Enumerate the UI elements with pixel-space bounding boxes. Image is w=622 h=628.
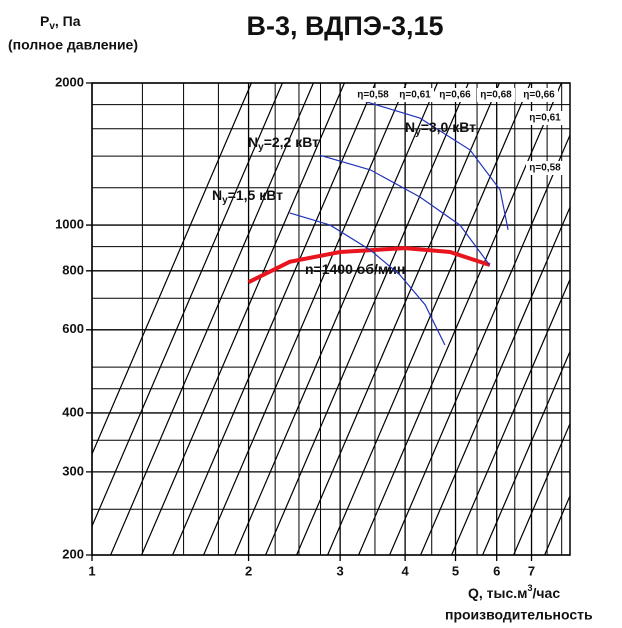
efficiency-line bbox=[381, 63, 601, 575]
x-tick-label: 2 bbox=[245, 563, 252, 578]
efficiency-line bbox=[40, 63, 260, 575]
efficiency-label: η=0,66 bbox=[439, 90, 471, 101]
x-axis-note: производительность bbox=[445, 607, 593, 623]
curve-label: Nу=1,5 кВт bbox=[212, 187, 283, 206]
efficiency-lines bbox=[40, 63, 622, 575]
y-tick-label: 600 bbox=[62, 321, 84, 336]
curve-label: Nу=3,0 кВт bbox=[405, 119, 476, 138]
label-part: =1,5 кВт bbox=[228, 187, 283, 203]
efficiency-line bbox=[226, 63, 446, 575]
label-part: N bbox=[212, 187, 222, 203]
x-axis-label: Q, тыс.м3/час bbox=[468, 583, 560, 600]
curve bbox=[290, 213, 445, 345]
y-tick-label: 800 bbox=[62, 262, 84, 277]
x-tick-label: 6 bbox=[493, 563, 500, 578]
efficiency-label: η=0,61 bbox=[529, 113, 561, 124]
label-part: =3,0 кВт bbox=[421, 119, 476, 135]
label-part: N bbox=[405, 119, 415, 135]
efficiency-label: η=0,58 bbox=[529, 163, 561, 174]
curve-label: n=1400 об/мин bbox=[305, 261, 405, 277]
label-part: N bbox=[248, 134, 258, 150]
chart-title: В-3, ВДПЭ-3,15 bbox=[246, 11, 443, 41]
efficiency-line bbox=[288, 63, 508, 575]
label-part: =2,2 кВт bbox=[264, 134, 319, 150]
y-axis-note: (полное давление) bbox=[8, 37, 138, 53]
label-part: n=1400 об/мин bbox=[305, 261, 405, 277]
efficiency-label: η=0,66 bbox=[523, 90, 555, 101]
y-tick-label: 400 bbox=[62, 404, 84, 419]
chart: В-3, ВДПЭ-3,15 Pv, Па (полное давление) … bbox=[0, 0, 622, 623]
efficiency-line bbox=[443, 63, 622, 575]
curve-label: Nу=2,2 кВт bbox=[248, 134, 319, 153]
efficiency-line bbox=[350, 63, 570, 575]
y-tick-label: 300 bbox=[62, 463, 84, 478]
plot-frame bbox=[92, 83, 570, 555]
x-tick-label: 3 bbox=[337, 563, 344, 578]
y-tick-label: 2000 bbox=[55, 74, 84, 89]
efficiency-label: η=0,68 bbox=[480, 90, 512, 101]
efficiency-label: η=0,58 bbox=[357, 90, 389, 101]
efficiency-line bbox=[319, 63, 539, 575]
y-tick-label: 200 bbox=[62, 546, 84, 561]
y-tick-label: 1000 bbox=[55, 217, 84, 232]
efficiency-line bbox=[567, 63, 622, 575]
x-tick-label: 1 bbox=[88, 563, 95, 578]
efficiency-label: η=0,61 bbox=[399, 90, 431, 101]
efficiency-line bbox=[598, 63, 622, 575]
x-tick-label: 5 bbox=[452, 563, 459, 578]
y-axis-label: Pv, Па bbox=[40, 13, 81, 32]
efficiency-line bbox=[536, 63, 622, 575]
x-tick-label: 7 bbox=[528, 563, 535, 578]
x-tick-label: 4 bbox=[402, 563, 410, 578]
